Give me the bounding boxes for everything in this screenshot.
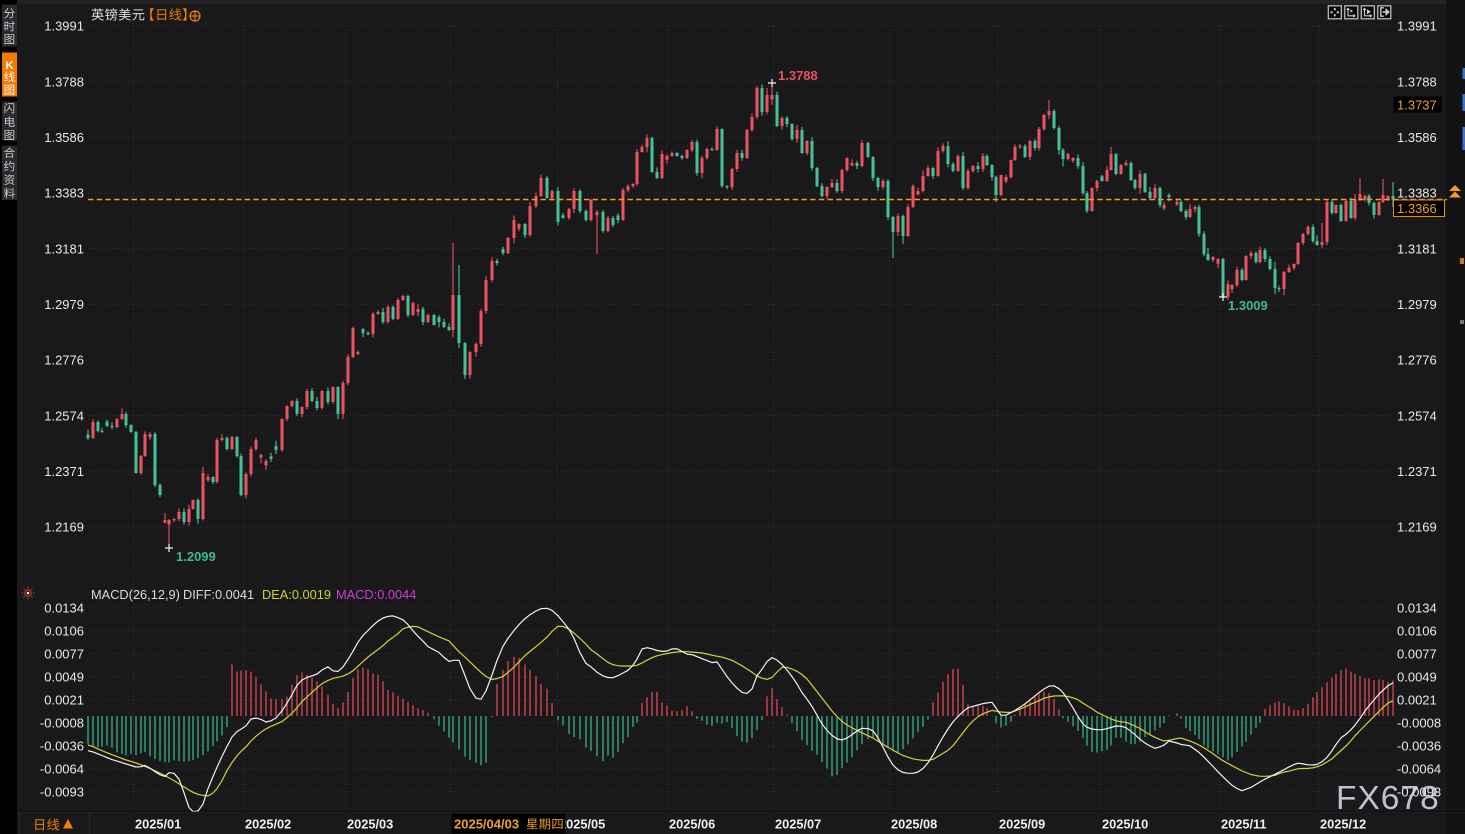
svg-text:1.2979: 1.2979	[1397, 297, 1437, 312]
svg-text:2025/11: 2025/11	[1221, 817, 1267, 832]
svg-text:MACD(26,12,9): MACD(26,12,9)	[91, 587, 180, 602]
svg-text:1.2169: 1.2169	[1397, 520, 1437, 535]
svg-text:-0.0093: -0.0093	[40, 785, 84, 800]
svg-text:0.0049: 0.0049	[44, 670, 84, 685]
svg-text:0.0106: 0.0106	[44, 624, 84, 639]
svg-text:-0.0064: -0.0064	[40, 762, 84, 777]
svg-text:1.3383: 1.3383	[44, 186, 84, 201]
svg-text:1.3586: 1.3586	[1397, 130, 1437, 145]
svg-text:FX678: FX678	[1336, 780, 1440, 817]
svg-text:-0.0036: -0.0036	[40, 739, 84, 754]
svg-text:1.2574: 1.2574	[44, 408, 84, 423]
svg-text:-0.0008: -0.0008	[1397, 716, 1441, 731]
svg-text:2025/01: 2025/01	[135, 817, 181, 832]
svg-text:1.2099: 1.2099	[176, 549, 216, 564]
svg-text:0.0021: 0.0021	[1397, 693, 1437, 708]
svg-text:1.2776: 1.2776	[44, 353, 84, 368]
svg-text:1.3181: 1.3181	[44, 241, 84, 256]
svg-text:2025/09: 2025/09	[999, 817, 1045, 832]
svg-text:1.3009: 1.3009	[1228, 298, 1268, 313]
svg-text:1.2169: 1.2169	[44, 520, 84, 535]
svg-text:1.2776: 1.2776	[1397, 353, 1437, 368]
svg-text:0.0077: 0.0077	[44, 647, 84, 662]
svg-text:2025/02: 2025/02	[245, 817, 291, 832]
svg-text:-0.0036: -0.0036	[1397, 739, 1441, 754]
svg-text:DIFF:0.0041: DIFF:0.0041	[183, 587, 254, 602]
svg-text:MACD:0.0044: MACD:0.0044	[336, 587, 416, 602]
svg-text:2025/03: 2025/03	[347, 817, 393, 832]
svg-text:1.3586: 1.3586	[44, 130, 84, 145]
svg-text:2025/07: 2025/07	[775, 817, 821, 832]
svg-text:1.3788: 1.3788	[44, 74, 84, 89]
svg-text:0.0134: 0.0134	[44, 601, 84, 616]
svg-text:2025/04/03: 2025/04/03	[454, 817, 519, 832]
svg-text:1.2371: 1.2371	[44, 464, 84, 479]
svg-text:1.3737: 1.3737	[1397, 98, 1437, 113]
svg-text:K: K	[6, 60, 14, 72]
svg-text:0.0049: 0.0049	[1397, 670, 1437, 685]
svg-text:2025/12: 2025/12	[1320, 817, 1366, 832]
svg-text:1.3788: 1.3788	[1397, 74, 1437, 89]
svg-text:2025/05: 2025/05	[559, 817, 605, 832]
svg-text:2025/06: 2025/06	[669, 817, 715, 832]
svg-text:2025/10: 2025/10	[1102, 817, 1148, 832]
svg-text:0.0134: 0.0134	[1397, 601, 1437, 616]
svg-text:1.3788: 1.3788	[778, 68, 818, 83]
svg-text:1.3181: 1.3181	[1397, 241, 1437, 256]
svg-text:0.0077: 0.0077	[1397, 647, 1437, 662]
svg-text:DEA:0.0019: DEA:0.0019	[262, 587, 331, 602]
svg-text:1.3383: 1.3383	[1397, 186, 1437, 201]
svg-text:1.3991: 1.3991	[1397, 19, 1437, 34]
svg-text:0.0106: 0.0106	[1397, 624, 1437, 639]
svg-text:1.2574: 1.2574	[1397, 408, 1437, 423]
svg-text:0.0021: 0.0021	[44, 693, 84, 708]
svg-text:1.2979: 1.2979	[44, 297, 84, 312]
svg-text:1.3991: 1.3991	[44, 19, 84, 34]
svg-text:-0.0093: -0.0093	[1397, 785, 1441, 800]
svg-text:-0.0064: -0.0064	[1397, 762, 1441, 777]
svg-text:1.3366: 1.3366	[1397, 201, 1437, 216]
svg-text:-0.0008: -0.0008	[40, 716, 84, 731]
svg-text:2025/08: 2025/08	[891, 817, 937, 832]
svg-text:1.2371: 1.2371	[1397, 464, 1437, 479]
